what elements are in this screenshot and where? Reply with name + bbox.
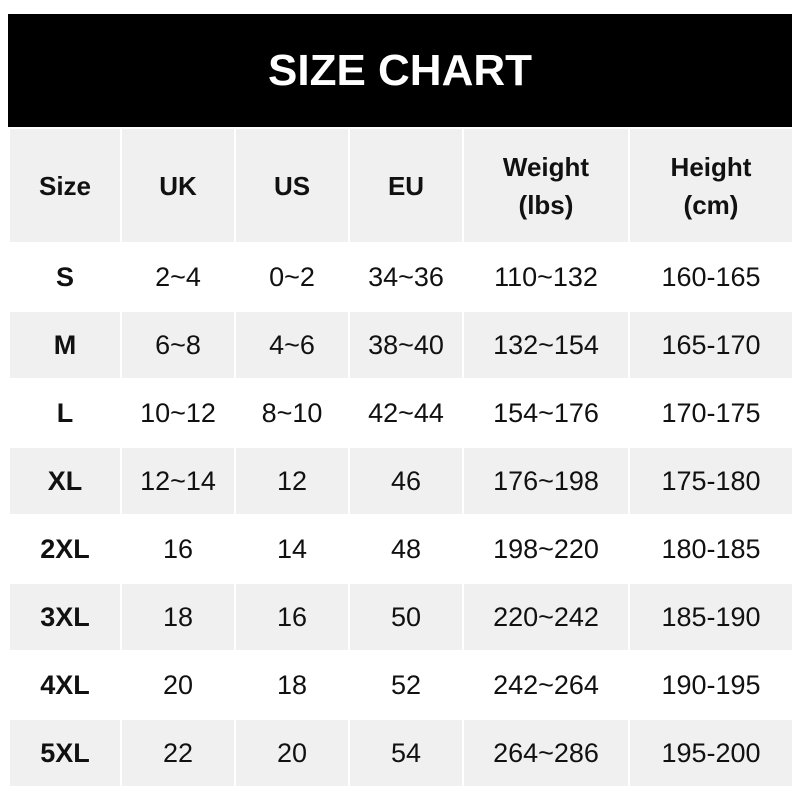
table-cell: 50 bbox=[348, 582, 464, 652]
table-cell: 160-165 bbox=[628, 242, 794, 312]
table-row: M 6~8 4~6 38~40 132~154 165-170 bbox=[8, 310, 794, 380]
column-header: Weight (lbs) bbox=[462, 127, 630, 244]
table-cell: 242~264 bbox=[462, 650, 630, 720]
table-cell: 8~10 bbox=[234, 378, 350, 448]
size-cell: 4XL bbox=[8, 650, 122, 720]
size-cell: XL bbox=[8, 446, 122, 516]
header-row: Size UK US EU Weight (lbs) Height (cm) bbox=[8, 127, 794, 244]
column-header: EU bbox=[348, 127, 464, 244]
table-cell: 54 bbox=[348, 718, 464, 788]
table-cell: 2~4 bbox=[120, 242, 236, 312]
table-cell: 6~8 bbox=[120, 310, 236, 380]
table-cell: 10~12 bbox=[120, 378, 236, 448]
table-cell: 20 bbox=[120, 650, 236, 720]
table-cell: 4~6 bbox=[234, 310, 350, 380]
size-cell: 3XL bbox=[8, 582, 122, 652]
table-cell: 190-195 bbox=[628, 650, 794, 720]
table-cell: 16 bbox=[120, 514, 236, 584]
table-cell: 132~154 bbox=[462, 310, 630, 380]
table-cell: 12 bbox=[234, 446, 350, 516]
table-cell: 22 bbox=[120, 718, 236, 788]
table-cell: 264~286 bbox=[462, 718, 630, 788]
size-cell: S bbox=[8, 242, 122, 312]
table-cell: 110~132 bbox=[462, 242, 630, 312]
table-cell: 18 bbox=[120, 582, 236, 652]
table-cell: 18 bbox=[234, 650, 350, 720]
table-cell: 48 bbox=[348, 514, 464, 584]
table-row: 2XL 16 14 48 198~220 180-185 bbox=[8, 514, 794, 584]
table-cell: 12~14 bbox=[120, 446, 236, 516]
table-cell: 154~176 bbox=[462, 378, 630, 448]
column-header: Size bbox=[8, 127, 122, 244]
table-row: 3XL 18 16 50 220~242 185-190 bbox=[8, 582, 794, 652]
table-cell: 16 bbox=[234, 582, 350, 652]
column-header: Height (cm) bbox=[628, 127, 794, 244]
table-cell: 180-185 bbox=[628, 514, 794, 584]
table-cell: 20 bbox=[234, 718, 350, 788]
size-cell: 2XL bbox=[8, 514, 122, 584]
table-row: 5XL 22 20 54 264~286 195-200 bbox=[8, 718, 794, 788]
size-cell: M bbox=[8, 310, 122, 380]
table-cell: 14 bbox=[234, 514, 350, 584]
table-cell: 0~2 bbox=[234, 242, 350, 312]
table-cell: 176~198 bbox=[462, 446, 630, 516]
chart-title: SIZE CHART bbox=[8, 14, 792, 127]
table-cell: 185-190 bbox=[628, 582, 794, 652]
table-cell: 198~220 bbox=[462, 514, 630, 584]
table-cell: 165-170 bbox=[628, 310, 794, 380]
table-row: 4XL 20 18 52 242~264 190-195 bbox=[8, 650, 794, 720]
table-row: S 2~4 0~2 34~36 110~132 160-165 bbox=[8, 242, 794, 312]
table-cell: 175-180 bbox=[628, 446, 794, 516]
table-cell: 170-175 bbox=[628, 378, 794, 448]
table-cell: 220~242 bbox=[462, 582, 630, 652]
table-cell: 38~40 bbox=[348, 310, 464, 380]
table-row: L 10~12 8~10 42~44 154~176 170-175 bbox=[8, 378, 794, 448]
column-header: US bbox=[234, 127, 350, 244]
table-cell: 46 bbox=[348, 446, 464, 516]
table-cell: 42~44 bbox=[348, 378, 464, 448]
table-cell: 52 bbox=[348, 650, 464, 720]
table-cell: 195-200 bbox=[628, 718, 794, 788]
size-table: Size UK US EU Weight (lbs) Height (cm) S 2~4 0~… bbox=[8, 127, 794, 788]
size-cell: L bbox=[8, 378, 122, 448]
table-row: XL 12~14 12 46 176~198 175-180 bbox=[8, 446, 794, 516]
column-header: UK bbox=[120, 127, 236, 244]
table-cell: 34~36 bbox=[348, 242, 464, 312]
size-cell: 5XL bbox=[8, 718, 122, 788]
